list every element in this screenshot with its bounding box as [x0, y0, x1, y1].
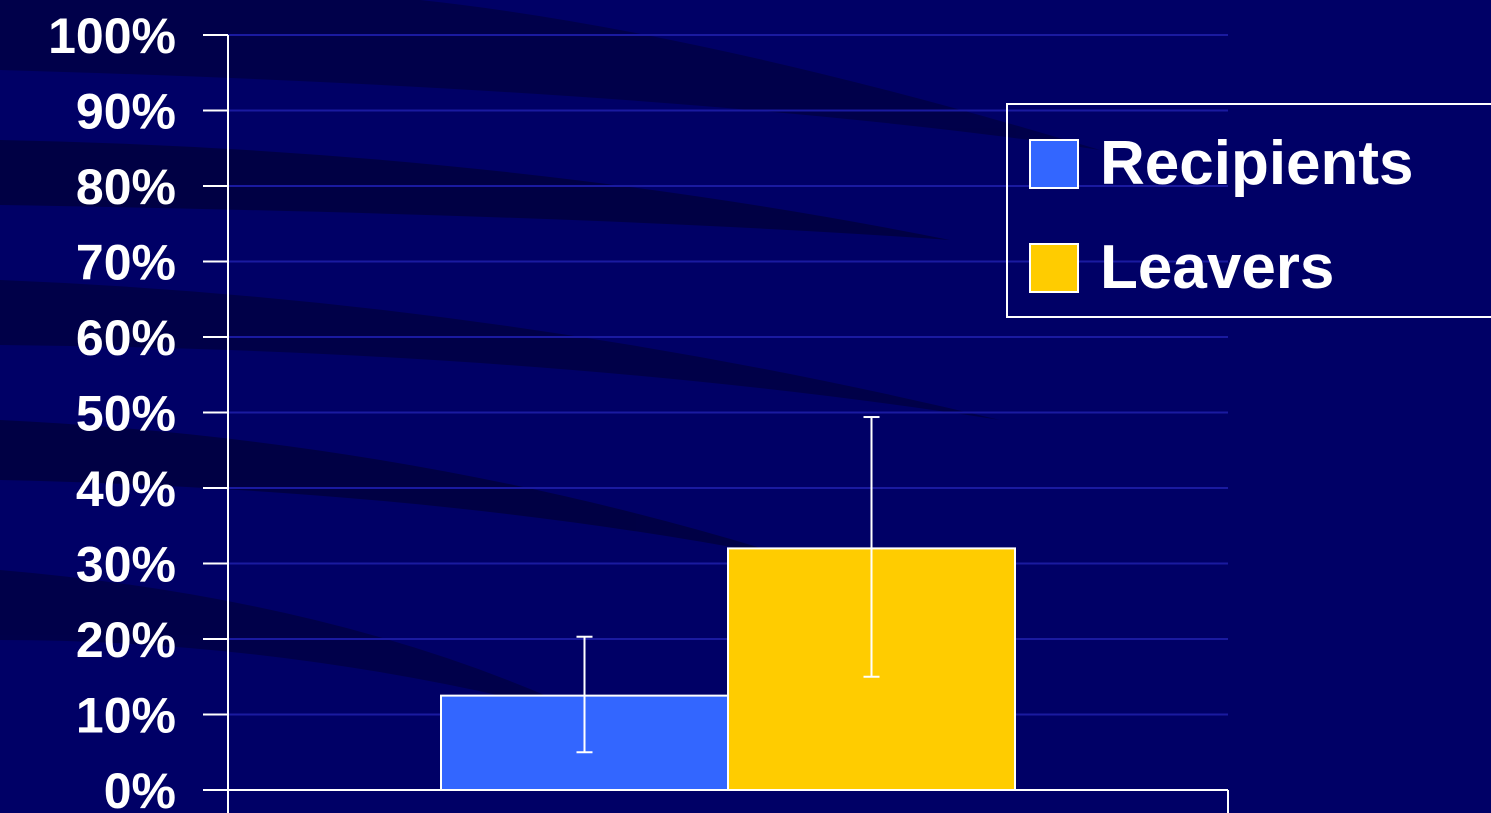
y-tick-label: 0%: [104, 763, 176, 813]
legend-label-leavers: Leavers: [1100, 233, 1334, 302]
legend-swatch-leavers: [1029, 243, 1079, 293]
gridlines: [228, 34, 1228, 716]
y-tick-label: 20%: [76, 612, 176, 668]
legend: Recipients Leavers: [1006, 103, 1491, 318]
y-tick-label: 70%: [76, 235, 176, 291]
legend-box: [1006, 103, 1491, 318]
legend-label-recipients: Recipients: [1100, 129, 1414, 198]
legend-swatch-recipients: [1029, 139, 1079, 189]
y-tick-label: 30%: [76, 537, 176, 593]
y-tick-label: 40%: [76, 461, 176, 517]
y-tick-label: 10%: [76, 688, 176, 744]
background-swooshes: [0, 0, 1100, 720]
y-tick-label: 90%: [76, 84, 176, 140]
y-tick-labels: 0% 10% 20% 30% 40% 50% 60% 70% 80% 90% 100%: [48, 8, 176, 813]
error-bars: [576, 416, 880, 754]
y-tick-label: 50%: [76, 386, 176, 442]
axes: [203, 34, 1229, 813]
y-tick-label: 60%: [76, 310, 176, 366]
y-tick-label: 100%: [48, 8, 176, 64]
y-tick-label: 80%: [76, 159, 176, 215]
